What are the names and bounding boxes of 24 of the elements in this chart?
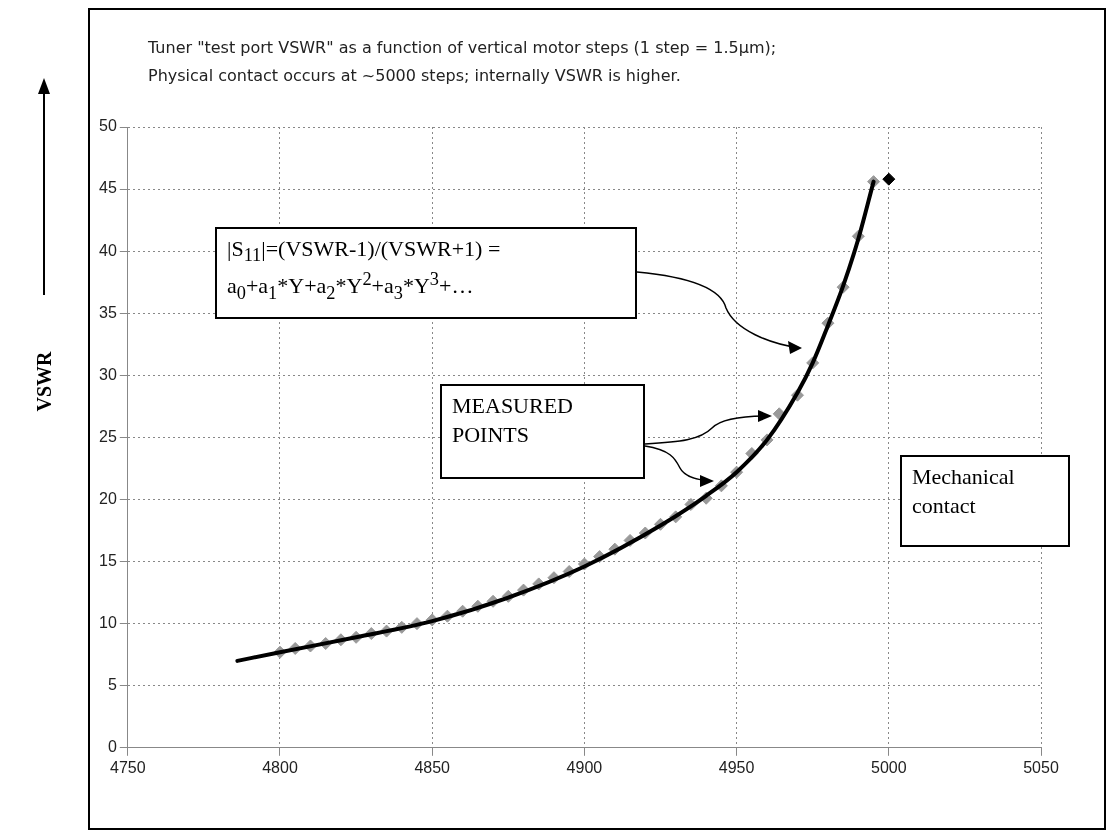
x-tick-label: 4900 bbox=[566, 758, 603, 776]
x-tick-label: 5000 bbox=[871, 758, 907, 776]
x-tick-label: 4800 bbox=[262, 758, 298, 776]
y-tick-label: 0 bbox=[107, 738, 117, 756]
chart-title: Tuner "test port VSWR" as a function of vertical motor steps (1 step = 1.5µm); bbox=[148, 38, 777, 57]
y-tick-label: 25 bbox=[99, 427, 117, 445]
y-tick-label: 15 bbox=[99, 551, 117, 569]
y-tick-label: 5 bbox=[107, 676, 117, 694]
x-tick-label: 4750 bbox=[110, 758, 146, 776]
y-tick-label: 10 bbox=[99, 614, 117, 632]
y-tick-label: 35 bbox=[99, 303, 117, 321]
callout-box: MEASURED POINTS bbox=[440, 384, 645, 479]
y-tick-label: 40 bbox=[99, 241, 117, 259]
callout-box: |S$_{11}$|=(VSWR-1)/(VSWR+1) = a$_{0}$+a$_{1}$*Y+a$_{2}$*Y$^{2}$+a$_{3}$*Y$^{3}$+… bbox=[215, 227, 637, 319]
y-tick-label: 30 bbox=[99, 365, 117, 383]
y-tick-label: 45 bbox=[99, 179, 117, 197]
y-tick-label: 50 bbox=[99, 117, 117, 135]
y-axis-title: VSWR bbox=[32, 351, 56, 412]
x-tick-label: 4850 bbox=[414, 758, 451, 776]
callout-box: Mechanical contact bbox=[900, 455, 1070, 547]
x-tick-label: 5050 bbox=[1023, 758, 1059, 776]
y-tick-label: 20 bbox=[99, 489, 117, 507]
x-tick-label: 4950 bbox=[718, 758, 755, 776]
chart-subtitle: Physical contact occurs at ~5000 steps; internally VSWR is higher. bbox=[148, 66, 681, 85]
